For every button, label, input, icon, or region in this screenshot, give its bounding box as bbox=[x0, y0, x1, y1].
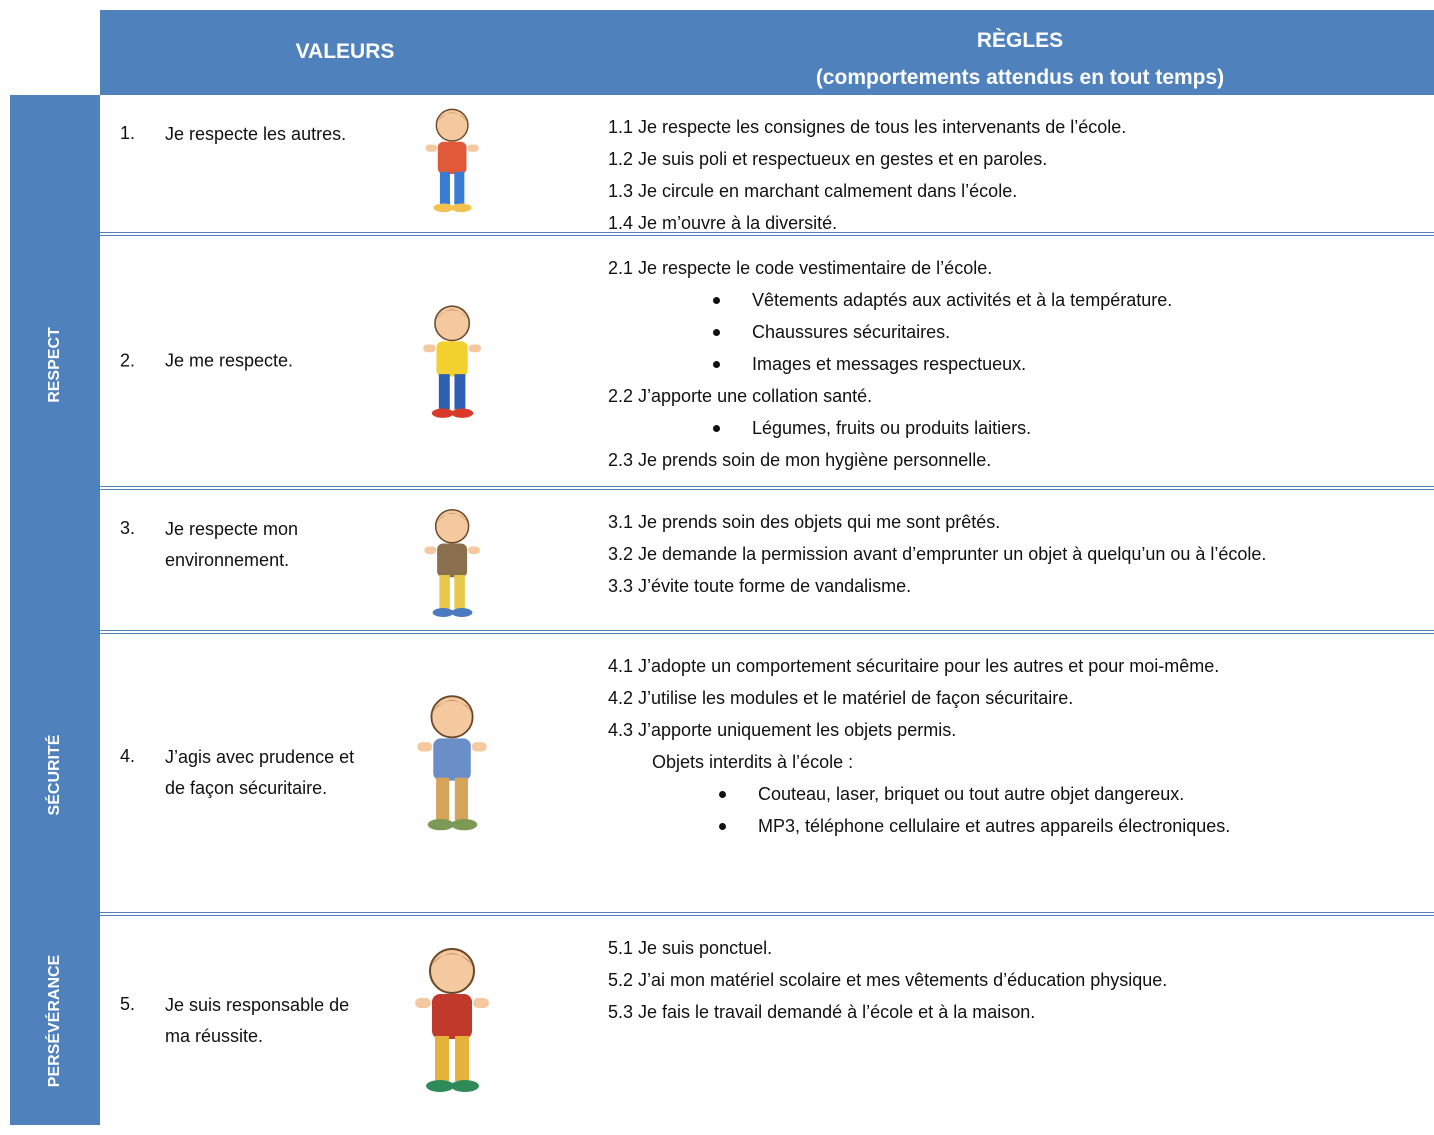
side-band bbox=[10, 95, 100, 1125]
rule-text: 3.1 Je prends soin des objets qui me son… bbox=[608, 512, 1001, 532]
rule-text: 4.3 J’apporte uniquement les objets perm… bbox=[608, 720, 957, 740]
value-number: 5. bbox=[120, 994, 136, 1014]
value-text: Je respecte les autres. bbox=[165, 124, 347, 144]
table-row: 4. J’agis avec prudence et de façon sécur… bbox=[100, 634, 1434, 916]
illustration bbox=[424, 509, 480, 617]
rule-text: 1.2 Je suis poli et respectueux en geste… bbox=[608, 149, 1048, 169]
header: VALEURS RÈGLES (comportements attendus e… bbox=[100, 10, 1434, 95]
rules-list: 2.1 Je respecte le code vestimentaire de… bbox=[608, 252, 1424, 476]
illustration-box bbox=[395, 100, 510, 220]
value-number: 3. bbox=[120, 518, 136, 538]
table-row: 1. Je respecte les autres. 1.1 Je respect… bbox=[100, 95, 1434, 236]
rule-note: Objets interdits à l’école : bbox=[652, 752, 854, 772]
rule-text: 2.2 J’apporte une collation santé. bbox=[608, 386, 873, 406]
group-label: RESPECT bbox=[10, 95, 100, 634]
illustration bbox=[417, 695, 487, 831]
rule-bullet: Légumes, fruits ou produits laitiers. bbox=[608, 412, 1424, 444]
rule-text: 1.3 Je circule en marchant calmement dan… bbox=[608, 181, 1018, 201]
illustration-box bbox=[395, 296, 510, 426]
table-row: 5. Je suis responsable de ma réussite. 5.… bbox=[100, 916, 1434, 1125]
rule-text: 5.2 J’ai mon matériel scolaire et mes vê… bbox=[608, 970, 1168, 990]
rule-text: 2.1 Je respecte le code vestimentaire de… bbox=[608, 258, 993, 278]
value-text: J’agis avec prudence et de façon sécurit… bbox=[165, 747, 355, 798]
illustration-box bbox=[395, 936, 510, 1101]
rule-text: 1.1 Je respecte les consignes de tous le… bbox=[608, 117, 1127, 137]
value-number: 4. bbox=[120, 746, 136, 766]
group-label: PERSÉVÉRANCE bbox=[10, 916, 100, 1125]
rule-bullet: Images et messages respectueux. bbox=[608, 348, 1424, 380]
rule-text: 3.2 Je demande la permission avant d’emp… bbox=[608, 544, 1267, 564]
rule-text: 4.1 J’adopte un comportement sécuritaire… bbox=[608, 656, 1220, 676]
value-text: Je suis responsable de ma réussite. bbox=[165, 994, 350, 1046]
illustration-box bbox=[395, 500, 510, 625]
rule-bullet: Vêtements adaptés aux activités et à la … bbox=[608, 284, 1424, 316]
value-number: 2. bbox=[120, 350, 136, 371]
rules-title-line: RÈGLES bbox=[976, 29, 1064, 52]
rule-text: 5.1 Je suis ponctuel. bbox=[608, 938, 773, 958]
illustration bbox=[425, 108, 479, 213]
value-number: 1. bbox=[120, 123, 136, 143]
value-text: Je me respecte. bbox=[165, 350, 294, 371]
table-row: 3. Je respecte mon environnement. 3.1 Je … bbox=[100, 490, 1434, 634]
group-label-text: RESPECT bbox=[46, 326, 63, 403]
value-text: Je respecte mon environnement. bbox=[165, 519, 299, 570]
rule-text: 4.2 J’utilise les modules et le matériel… bbox=[608, 688, 1074, 708]
rule-bullet: Couteau, laser, briquet ou tout autre ob… bbox=[608, 778, 1424, 810]
group-label-text: SÉCURITÉ bbox=[46, 734, 63, 816]
rules-list: 3.1 Je prends soin des objets qui me son… bbox=[608, 506, 1424, 602]
illustration-box bbox=[395, 684, 510, 839]
rule-text: 2.3 Je prends soin de mon hygiène person… bbox=[608, 450, 992, 470]
rules-title: RÈGLES (comportements attendus en tout t… bbox=[660, 22, 1380, 96]
rules-title-line: (comportements attendus en tout temps) bbox=[815, 66, 1225, 89]
rules-list: 1.1 Je respecte les consignes de tous le… bbox=[608, 111, 1424, 239]
rules-list: 4.1 J’adopte un comportement sécuritaire… bbox=[608, 650, 1424, 842]
rule-text: 1.4 Je m’ouvre à la diversité. bbox=[608, 213, 838, 233]
illustration bbox=[423, 305, 482, 418]
values-title: VALEURS bbox=[295, 40, 395, 63]
rule-bullet: MP3, téléphone cellulaire et autres appa… bbox=[608, 810, 1424, 842]
rule-text: 3.3 J’évite toute forme de vandalisme. bbox=[608, 576, 912, 596]
rule-bullet: Chaussures sécuritaires. bbox=[608, 316, 1424, 348]
group-label-text: PERSÉVÉRANCE bbox=[46, 954, 63, 1087]
group-label: SÉCURITÉ bbox=[10, 634, 100, 916]
rules-list: 5.1 Je suis ponctuel. 5.2 J’ai mon matéri… bbox=[608, 932, 1424, 1028]
rule-text: 5.3 Je fais le travail demandé à l’école… bbox=[608, 1002, 1036, 1022]
table-row: 2. Je me respecte. 2.1 Je respecte le cod… bbox=[100, 236, 1434, 490]
illustration bbox=[415, 948, 489, 1092]
